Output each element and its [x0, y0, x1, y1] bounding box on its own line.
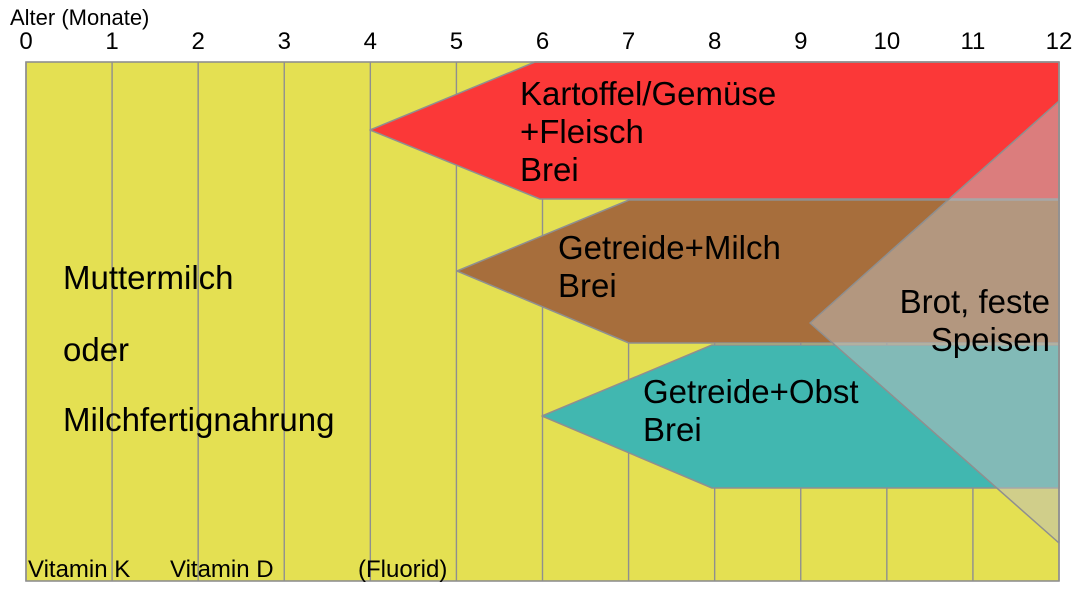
label-line: Brei [643, 411, 702, 448]
label-line: Getreide+Obst [643, 373, 859, 410]
axis-tick-12: 12 [1045, 28, 1073, 55]
label-line: Getreide+Milch [558, 229, 781, 266]
label-line: +Fleisch [520, 113, 644, 150]
label-line: Speisen [930, 321, 1050, 358]
milk-label-line-3: Milchfertignahrung [63, 401, 335, 438]
fluorid-label: (Fluorid) [358, 556, 448, 583]
axis-tick-11: 11 [960, 28, 986, 55]
vitamin-k-label: Vitamin K [28, 556, 131, 583]
axis-tick-4: 4 [363, 28, 378, 55]
bread-solids-label: Brot, feste Speisen [750, 283, 1050, 359]
cereal-milk-label: Getreide+Milch Brei [558, 229, 781, 305]
potato-vegetable-meat-label: Kartoffel/Gemüse +Fleisch Brei [520, 75, 776, 189]
axis-tick-5: 5 [449, 28, 464, 55]
axis-tick-0: 0 [19, 28, 33, 55]
axis-tick-10: 10 [873, 28, 901, 55]
milk-label-line-2: oder [63, 331, 130, 368]
axis-tick-3: 3 [277, 28, 291, 55]
axis-tick-2: 2 [191, 28, 205, 55]
label-line: Brot, feste [899, 283, 1050, 320]
milk-label-line-1: Muttermilch [63, 259, 234, 296]
axis-tick-7: 7 [621, 28, 636, 55]
label-line: Brei [558, 267, 617, 304]
cereal-fruit-label: Getreide+Obst Brei [643, 373, 859, 449]
axis-tick-6: 6 [535, 28, 550, 55]
age-axis-title: Alter (Monate) [10, 5, 150, 30]
plot-border [25, 61, 1060, 582]
label-line: Kartoffel/Gemüse [520, 75, 777, 112]
vitamin-d-label: Vitamin D [170, 556, 274, 583]
axis-tick-8: 8 [707, 28, 722, 55]
axis-tick-1: 1 [105, 28, 119, 55]
axis-tick-9: 9 [794, 28, 808, 55]
label-line: Brei [520, 151, 579, 188]
